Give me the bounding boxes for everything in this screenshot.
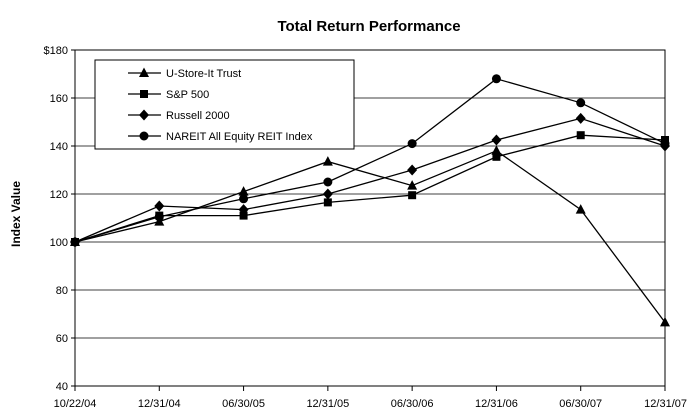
legend-marker-square [140,90,148,98]
x-tick-label: 06/30/07 [559,398,602,410]
y-tick-label: $180 [44,45,68,57]
data-point-triangle [575,204,586,214]
data-point-diamond [491,134,502,146]
y-tick-label: 60 [56,333,68,345]
y-tick-label: 80 [56,285,68,297]
series-line [74,134,666,243]
data-point-triangle [322,156,333,166]
series-triangle [70,145,670,327]
data-point-triangle [491,145,502,155]
y-tick-label: 100 [50,237,68,249]
legend-label: S&P 500 [166,89,209,101]
x-tick-label: 12/31/05 [306,398,349,410]
data-point-triangle [660,316,670,327]
data-point-triangle [238,186,249,196]
data-point-diamond [154,200,165,212]
data-point-circle [407,139,417,149]
legend-marker-circle [139,131,149,141]
plot-area-frame [74,49,666,387]
y-tick-label: 160 [50,93,68,105]
x-tick-label: 06/30/06 [391,398,434,410]
legend-marker-diamond [139,109,149,121]
data-point-diamond [407,164,418,176]
x-tick-label: 12/31/06 [475,398,518,410]
legend-label: NAREIT All Equity REIT Index [166,131,313,143]
data-point-circle [660,139,670,149]
x-tick-label: 06/30/05 [222,398,265,410]
data-point-diamond [238,204,249,216]
x-axis-ticks: 10/22/04 12/31/04 06/30/05 12/31/05 06/30/06… [54,386,687,410]
data-point-circle [491,74,501,84]
y-tick-label: 140 [50,141,68,153]
data-point-circle [154,212,164,222]
legend-box [94,59,355,150]
data-point-circle [323,177,333,187]
series-line [74,117,666,243]
y-axis-ticks: 40 60 80 100 120 140 160 $180 [44,45,75,393]
y-tick-label: 40 [56,381,68,393]
series-line [74,78,666,243]
data-point-square [492,152,501,161]
y-tick-label: 120 [50,189,68,201]
data-point-square [323,198,332,207]
data-point-square [408,191,417,200]
data-point-square [576,131,585,140]
legend-label: U-Store-It Trust [166,68,241,80]
series-lines [70,74,670,327]
data-point-diamond [322,188,333,200]
y-axis-label: Index Value [9,181,23,247]
series-circle [70,74,670,247]
x-tick-label: 10/22/04 [54,398,97,410]
chart-title: Total Return Performance [277,18,460,35]
data-point-circle [239,194,249,204]
series-line [74,150,666,323]
legend-label: Russell 2000 [166,110,230,122]
data-point-circle [70,237,80,247]
data-point-circle [576,98,586,108]
x-tick-label: 12/31/07 [644,398,687,410]
data-point-triangle [407,180,418,190]
x-tick-label: 12/31/04 [138,398,181,410]
legend-marker-triangle [139,67,149,77]
legend: U-Store-It Trust S&P 500 Russell 2000 NAREI… [94,59,355,150]
data-point-diamond [575,112,586,124]
data-point-square [239,211,248,220]
